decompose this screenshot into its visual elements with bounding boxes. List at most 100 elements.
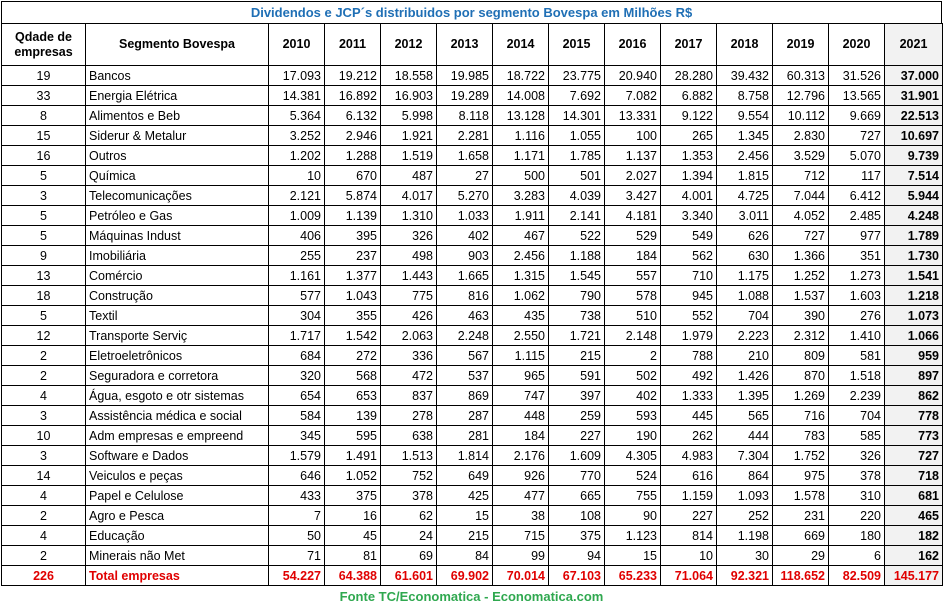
header-row: Qdade de empresas Segmento Bovespa 2010 … [1, 23, 943, 66]
company-count-cell: 19 [1, 65, 86, 86]
value-cell: 472 [380, 365, 437, 386]
value-cell: 522 [548, 225, 605, 246]
segment-cell: Energia Elétrica [85, 85, 269, 106]
value-cell: 397 [548, 385, 605, 406]
company-count-cell: 4 [1, 525, 86, 546]
value-cell: 22.513 [884, 105, 943, 126]
value-cell: 351 [828, 245, 885, 266]
value-cell: 444 [716, 425, 773, 446]
value-cell: 227 [660, 505, 717, 526]
value-cell: 12.796 [772, 85, 829, 106]
table-row: 13 Comércio 1.161 1.377 1.443 1.665 1.315 1.545… [1, 265, 943, 286]
header-year: 2013 [436, 23, 493, 66]
value-cell: 1.066 [884, 325, 943, 346]
company-count-cell: 2 [1, 345, 86, 366]
value-cell: 2.830 [772, 125, 829, 146]
value-cell: 778 [884, 405, 943, 426]
value-cell: 1.541 [884, 265, 943, 286]
value-cell: 524 [604, 465, 661, 486]
value-cell: 90 [604, 505, 661, 526]
value-cell: 595 [324, 425, 381, 446]
value-cell: 406 [268, 225, 325, 246]
company-count-cell: 13 [1, 265, 86, 286]
value-cell: 425 [436, 485, 493, 506]
value-cell: 1.491 [324, 445, 381, 466]
value-cell: 9.669 [828, 105, 885, 126]
value-cell: 465 [884, 505, 943, 526]
value-cell: 681 [884, 485, 943, 506]
value-cell: 716 [772, 405, 829, 426]
table-row: 5 Máquinas Indust 406 395 326 402 467 522 529 549… [1, 225, 943, 246]
value-cell: 1.137 [604, 145, 661, 166]
value-cell: 8.758 [716, 85, 773, 106]
value-cell: 552 [660, 305, 717, 326]
value-cell: 220 [828, 505, 885, 526]
value-cell: 1.609 [548, 445, 605, 466]
table-row: 4 Água, esgoto e otr sistemas 654 653 837 869… [1, 385, 943, 406]
company-count-cell: 14 [1, 465, 86, 486]
value-cell: 4.725 [716, 185, 773, 206]
value-cell: 790 [548, 285, 605, 306]
value-cell: 578 [604, 285, 661, 306]
value-cell: 1.202 [268, 145, 325, 166]
value-cell: 67.103 [548, 565, 605, 586]
value-cell: 585 [828, 425, 885, 446]
header-year: 2021 [884, 23, 943, 66]
table-row: 8 Alimentos e Beb 5.364 6.132 5.998 8.118 13.1… [1, 105, 943, 126]
value-cell: 320 [268, 365, 325, 386]
value-cell: 477 [492, 485, 549, 506]
value-cell: 326 [380, 225, 437, 246]
company-count-cell: 15 [1, 125, 86, 146]
value-cell: 54.227 [268, 565, 325, 586]
company-count-cell: 33 [1, 85, 86, 106]
value-cell: 1.088 [716, 285, 773, 306]
value-cell: 2.485 [828, 205, 885, 226]
table-body: 19 Bancos 17.093 19.212 18.558 19.985 18.722 23… [1, 65, 943, 586]
value-cell: 1.353 [660, 145, 717, 166]
table-row: 2 Minerais não Met 71 81 69 84 99 94 15 10 30 29 6 16… [1, 545, 943, 566]
header-qty: Qdade de empresas [1, 23, 86, 66]
value-cell: 15 [604, 545, 661, 566]
segment-cell: Textil [85, 305, 269, 326]
table-title: Dividendos e JCP´s distribuidos por segm… [1, 1, 942, 23]
company-count-cell: 5 [1, 165, 86, 186]
value-cell: 773 [884, 425, 943, 446]
value-cell: 24 [380, 525, 437, 546]
value-cell: 402 [436, 225, 493, 246]
value-cell: 1.116 [492, 125, 549, 146]
value-cell: 39.432 [716, 65, 773, 86]
company-count-cell: 3 [1, 405, 86, 426]
value-cell: 272 [324, 345, 381, 366]
value-cell: 18.722 [492, 65, 549, 86]
value-cell: 715 [492, 525, 549, 546]
value-cell: 29 [772, 545, 829, 566]
value-cell: 1.188 [548, 245, 605, 266]
value-cell: 30 [716, 545, 773, 566]
value-cell: 2.456 [716, 145, 773, 166]
value-cell: 1.518 [828, 365, 885, 386]
value-cell: 4.248 [884, 205, 943, 226]
value-cell: 2.281 [436, 125, 493, 146]
value-cell: 1.911 [492, 205, 549, 226]
value-cell: 6.882 [660, 85, 717, 106]
value-cell: 463 [436, 305, 493, 326]
table-row: 2 Seguradora e corretora 320 568 472 537 965 59… [1, 365, 943, 386]
value-cell: 1.198 [716, 525, 773, 546]
value-cell: 5.944 [884, 185, 943, 206]
header-year: 2020 [828, 23, 885, 66]
value-cell: 1.578 [772, 485, 829, 506]
value-cell: 1.979 [660, 325, 717, 346]
company-count-cell: 9 [1, 245, 86, 266]
value-cell: 837 [380, 385, 437, 406]
value-cell: 139 [324, 405, 381, 426]
value-cell: 336 [380, 345, 437, 366]
value-cell: 492 [660, 365, 717, 386]
table-row: 10 Adm empresas e empreend 345 595 638 281 184… [1, 425, 943, 446]
value-cell: 630 [716, 245, 773, 266]
value-cell: 13.565 [828, 85, 885, 106]
segment-cell: Química [85, 165, 269, 186]
value-cell: 10.112 [772, 105, 829, 126]
value-cell: 926 [492, 465, 549, 486]
segment-cell: Imobiliária [85, 245, 269, 266]
header-year: 2018 [716, 23, 773, 66]
